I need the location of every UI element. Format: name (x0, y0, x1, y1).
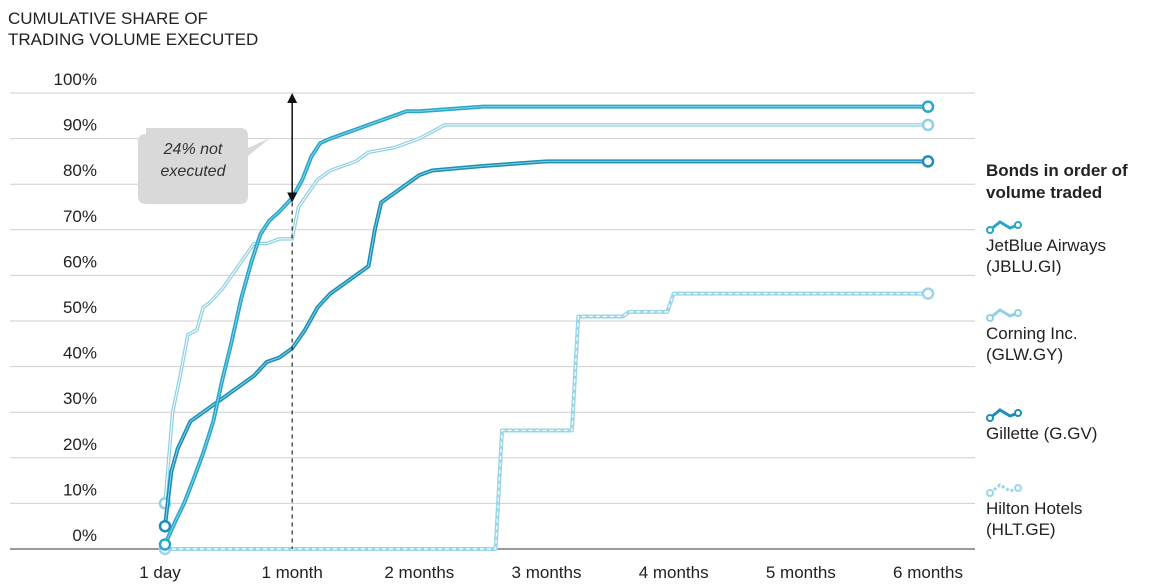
y-tick-label: 20% (63, 435, 97, 454)
legend-item: Corning Inc. (GLW.GY) (986, 305, 1156, 365)
y-axis-title-line-1: CUMULATIVE SHARE OF (8, 9, 208, 28)
x-tick-label: 1 month (261, 563, 322, 582)
series-line-outer (163, 104, 928, 546)
y-tick-label: 80% (63, 161, 97, 180)
line-chart: 0%10%20%30%40%50%60%70%80%90%100% 1 day 1… (10, 70, 975, 582)
arrow-down-icon (287, 192, 298, 203)
series-end-point (921, 155, 935, 168)
legend: Bonds in order of volume traded JetBlue … (986, 160, 1156, 539)
series-1 (158, 118, 935, 510)
series-line-outer (163, 159, 928, 527)
y-tick-label: 0% (72, 526, 97, 545)
y-tick-label: 60% (63, 252, 97, 271)
y-tick-label: 90% (63, 116, 97, 135)
series-line-inner (164, 124, 928, 504)
legend-label: (JBLU.GI) (986, 257, 1062, 276)
legend-label: Corning Inc. (986, 324, 1078, 343)
not-executed-annotation: 24% not executed (138, 93, 298, 549)
series-3 (158, 287, 935, 556)
series-end-point (921, 100, 935, 113)
series-lines (158, 100, 935, 556)
legend-label: (HLT.GE) (986, 520, 1056, 539)
series-2 (158, 155, 935, 533)
x-tick-labels: 1 day 1 month 2 months 3 months 4 months 5 mo… (139, 563, 963, 582)
legend-swatch-icon (986, 483, 1022, 497)
x-tick-label: 5 months (766, 563, 836, 582)
callout-bubble (138, 128, 270, 204)
y-tick-labels: 0% 10% 20% 30% 40% 50% 60% 70% 80% 90% 100% (54, 70, 97, 545)
legend-title-line-1: Bonds in order of (986, 161, 1128, 180)
x-tick-label: 2 months (384, 563, 454, 582)
series-line-dash (165, 293, 928, 550)
y-tick-label: 30% (63, 389, 97, 408)
x-tick-label: 1 day (139, 563, 181, 582)
annotation-text: executed (161, 163, 227, 180)
x-tick-label: 4 months (639, 563, 709, 582)
legend-label: Hilton Hotels (986, 499, 1083, 518)
series-start-point (158, 519, 172, 533)
y-tick-label: 50% (63, 298, 97, 317)
legend-title: Bonds in order of volume traded (986, 160, 1156, 204)
legend-item: Gillette (G.GV) (986, 405, 1156, 444)
series-start-point (158, 538, 172, 551)
series-line-inner (164, 106, 928, 545)
y-tick-label: 70% (63, 207, 97, 226)
legend-label: (GLW.GY) (986, 345, 1064, 364)
y-axis-title: CUMULATIVE SHARE OF TRADING VOLUME EXECU… (8, 8, 328, 50)
series-line-outer (163, 123, 928, 504)
legend-label: JetBlue Airways (986, 236, 1106, 255)
annotation-text: 24% not (163, 141, 223, 158)
series-line-inner (164, 160, 928, 527)
legend-item: Hilton Hotels (HLT.GE) (986, 480, 1156, 540)
legend-item: JetBlue Airways (JBLU.GI) (986, 217, 1156, 277)
x-tick-label: 3 months (512, 563, 582, 582)
y-tick-label: 40% (63, 344, 97, 363)
series-end-point (921, 287, 935, 300)
legend-swatch-icon (986, 408, 1022, 422)
series-end-point (921, 118, 935, 132)
y-tick-label: 10% (63, 480, 97, 499)
y-axis-title-line-2: TRADING VOLUME EXECUTED (8, 30, 259, 49)
series-0 (158, 100, 935, 551)
legend-label: Gillette (G.GV) (986, 424, 1098, 443)
legend-swatch-icon (986, 220, 1022, 234)
x-tick-label: 6 months (893, 563, 963, 582)
legend-title-line-2: volume traded (986, 183, 1103, 202)
arrow-up-icon (287, 93, 298, 103)
legend-swatch-icon (986, 308, 1022, 322)
y-tick-label: 100% (54, 70, 97, 89)
series-line-outer (165, 291, 928, 551)
